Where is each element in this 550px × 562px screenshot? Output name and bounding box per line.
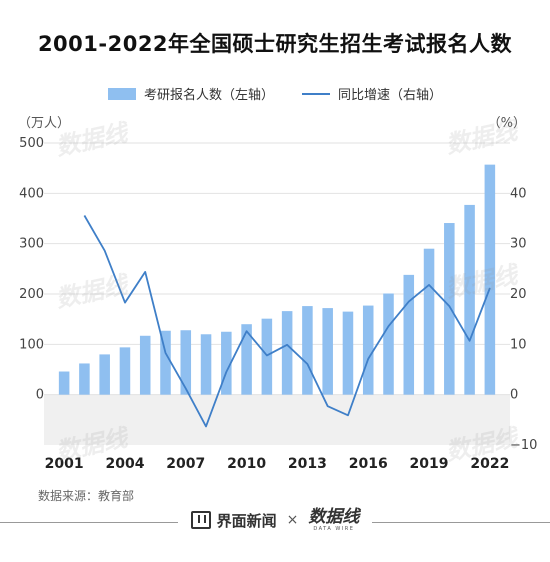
left-axis-unit: （万人）: [18, 116, 71, 131]
bar: [302, 306, 313, 395]
bar: [383, 293, 394, 395]
legend-line-swatch: [302, 92, 330, 95]
footer-divider-left: [0, 522, 178, 523]
times-separator: ×: [286, 512, 299, 528]
footer: 界面新闻 × 数据线 DATA WIRE: [0, 508, 550, 532]
bar: [180, 330, 192, 395]
y-left-tick-label: 0: [36, 388, 44, 403]
bar: [200, 334, 212, 395]
bar: [99, 354, 110, 395]
jiemian-icon: [190, 511, 211, 529]
bar: [261, 318, 273, 395]
datawire-brand-text: 数据线: [308, 507, 360, 527]
y-right-tick-label: 40: [510, 186, 527, 201]
growth-line: [83, 215, 491, 428]
bar: [444, 223, 455, 395]
bar: [403, 274, 415, 395]
x-tick-label: 2007: [166, 456, 205, 472]
y-left-tick-label: 100: [19, 337, 44, 352]
y-right-tick-label: 0: [510, 388, 518, 403]
legend-bar-label: 考研报名人数（左轴）: [143, 88, 274, 103]
legend-item-bar: 考研报名人数（左轴）: [107, 84, 274, 103]
x-tick-label: 2016: [349, 456, 388, 472]
bar: [322, 308, 333, 395]
bar: [464, 204, 475, 395]
bar: [484, 164, 496, 395]
bar: [423, 248, 435, 395]
y-left-tick-label: 400: [19, 186, 44, 201]
bar: [139, 335, 151, 395]
bar: [281, 311, 293, 395]
legend-line-label: 同比增速（右轴）: [338, 88, 443, 103]
bar: [79, 363, 90, 395]
y-right-tick-label: 30: [510, 237, 527, 252]
x-tick-label: 2013: [288, 456, 327, 472]
datawire-brand-en: DATA WIRE: [313, 526, 355, 532]
chart-title: 2001-2022年全国硕士研究生招生考试报名人数: [37, 32, 513, 56]
y-left-tick-label: 300: [19, 237, 44, 252]
legend: 考研报名人数（左轴） 同比增速（右轴）: [0, 84, 550, 103]
bar: [58, 371, 70, 395]
y-left-tick-label: 200: [19, 287, 44, 302]
bar: [362, 305, 374, 395]
y-left-tick-label: 500: [19, 136, 44, 151]
jiemian-logo: 界面新闻: [190, 510, 277, 531]
bar: [119, 347, 131, 395]
right-axis-unit: （%）: [487, 116, 526, 131]
footer-divider-right: [372, 522, 550, 523]
bar: [160, 330, 171, 395]
x-tick-label: 2010: [227, 456, 266, 472]
y-right-tick-label: 10: [510, 337, 527, 352]
y-right-tick-label: −10: [510, 438, 537, 453]
x-tick-label: 2001: [45, 456, 84, 472]
bar: [342, 311, 354, 395]
jiemian-brand-text: 界面新闻: [216, 511, 277, 530]
bar: [221, 331, 232, 395]
x-tick-label: 2019: [410, 456, 449, 472]
y-right-tick-label: 20: [510, 287, 527, 302]
legend-bar-swatch: [107, 87, 136, 100]
source-note: 数据来源：教育部: [38, 489, 135, 503]
x-tick-label: 2022: [470, 456, 509, 472]
bar: [241, 324, 252, 395]
x-tick-label: 2004: [105, 456, 144, 472]
legend-item-line: 同比增速（右轴）: [302, 84, 442, 103]
datawire-logo: 数据线 DATA WIRE: [308, 508, 359, 532]
negative-region: [44, 394, 510, 445]
